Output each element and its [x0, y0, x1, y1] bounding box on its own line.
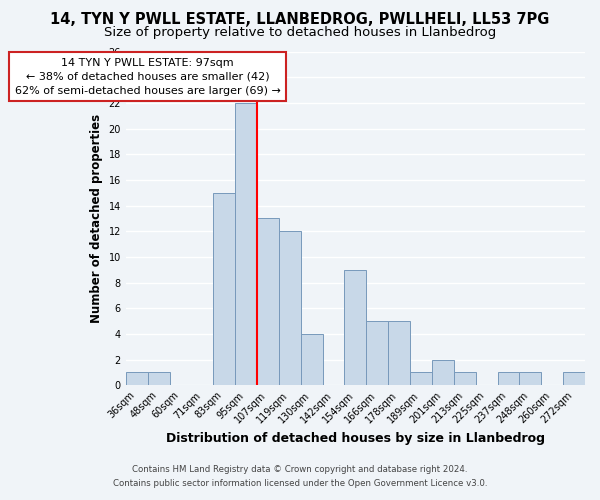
Bar	[432, 360, 454, 385]
Bar	[213, 192, 235, 385]
Text: Contains HM Land Registry data © Crown copyright and database right 2024.
Contai: Contains HM Land Registry data © Crown c…	[113, 466, 487, 487]
Text: Size of property relative to detached houses in Llanbedrog: Size of property relative to detached ho…	[104, 26, 496, 39]
Bar	[410, 372, 432, 385]
Bar	[520, 372, 541, 385]
Text: 14 TYN Y PWLL ESTATE: 97sqm
← 38% of detached houses are smaller (42)
62% of sem: 14 TYN Y PWLL ESTATE: 97sqm ← 38% of det…	[15, 58, 281, 96]
X-axis label: Distribution of detached houses by size in Llanbedrog: Distribution of detached houses by size …	[166, 432, 545, 445]
Bar	[388, 321, 410, 385]
Bar	[497, 372, 520, 385]
Bar	[344, 270, 367, 385]
Bar	[235, 103, 257, 385]
Bar	[126, 372, 148, 385]
Bar	[301, 334, 323, 385]
Bar	[279, 231, 301, 385]
Bar	[148, 372, 170, 385]
Y-axis label: Number of detached properties: Number of detached properties	[90, 114, 103, 323]
Bar	[367, 321, 388, 385]
Bar	[563, 372, 585, 385]
Bar	[454, 372, 476, 385]
Text: 14, TYN Y PWLL ESTATE, LLANBEDROG, PWLLHELI, LL53 7PG: 14, TYN Y PWLL ESTATE, LLANBEDROG, PWLLH…	[50, 12, 550, 28]
Bar	[257, 218, 279, 385]
